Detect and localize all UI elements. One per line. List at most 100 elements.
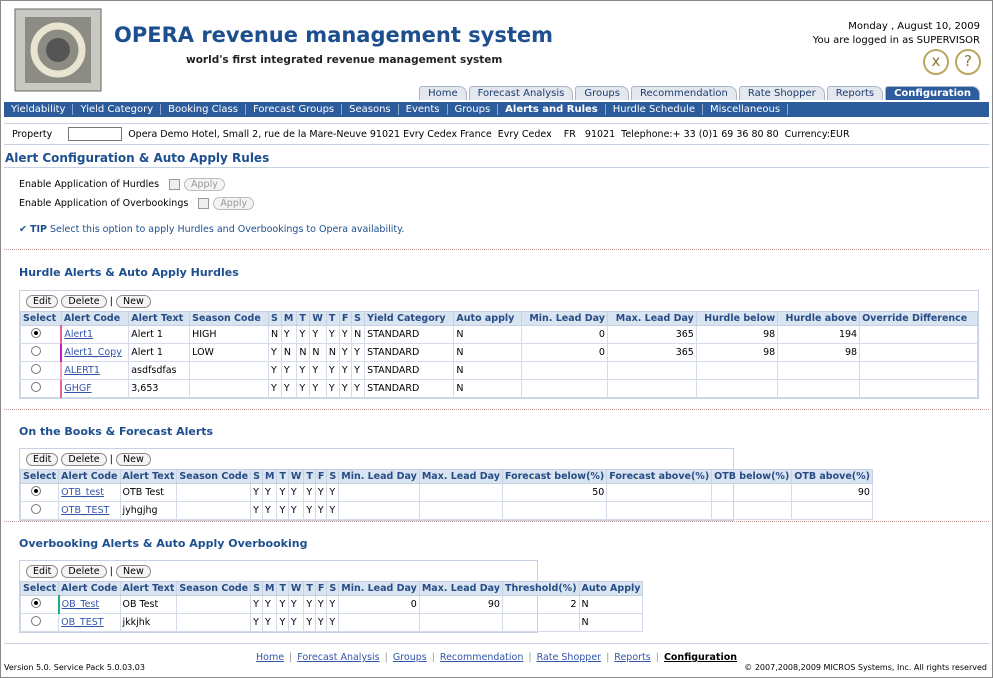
alert-code-link[interactable]: Alert1	[64, 329, 93, 340]
help-button[interactable]: ?	[955, 49, 981, 75]
sub-tab[interactable]: Alerts and Rules	[498, 104, 606, 115]
main-tab[interactable]: Rate Shopper	[738, 86, 825, 100]
sub-tab[interactable]: Booking Class	[161, 104, 246, 115]
cell	[176, 595, 252, 614]
alert-code-link[interactable]: OTB_TEST	[61, 505, 110, 516]
footer-link[interactable]: Configuration	[663, 652, 737, 663]
column-header: M	[261, 581, 278, 596]
radio-button[interactable]	[31, 382, 41, 392]
column-header: Min. Lead Day	[338, 581, 420, 596]
sub-tab[interactable]: Hurdle Schedule	[606, 104, 703, 115]
checkbox[interactable]	[169, 179, 181, 190]
sub-tab[interactable]: Groups	[448, 104, 499, 115]
table-row: OB_Test OB Test Y Y Y Y Y Y Y 0 90 2 N	[19, 595, 644, 614]
cell	[189, 361, 269, 380]
radio-button[interactable]	[31, 328, 41, 338]
cell-text: N	[456, 383, 464, 394]
sub-tab[interactable]: Yieldability	[4, 104, 74, 115]
cell: 98	[695, 343, 779, 362]
radio-button[interactable]	[31, 486, 41, 496]
alert-code-link[interactable]: OB_TEST	[61, 617, 104, 628]
cell: asdfsdfas	[128, 361, 191, 380]
cell: Y	[326, 501, 340, 520]
column-header: F	[314, 469, 328, 484]
radio-button[interactable]	[31, 346, 41, 356]
footer-link[interactable]: Home	[255, 652, 285, 663]
separator	[4, 249, 989, 250]
checkbox[interactable]	[198, 198, 210, 209]
column-header: S	[250, 469, 263, 484]
cell: Y	[250, 483, 263, 502]
cell: Y	[326, 483, 340, 502]
toolbar-button[interactable]: New	[116, 294, 151, 308]
main-tab[interactable]: Groups	[575, 86, 629, 100]
apply-button[interactable]: Apply	[184, 178, 225, 191]
toolbar: Edit Delete | New	[20, 561, 537, 581]
sub-tab[interactable]: Seasons	[342, 104, 399, 115]
table-row: ALERT1 asdfsdfas Y Y Y Y Y Y Y STANDARD N	[20, 361, 978, 380]
toolbar-button[interactable]: Delete	[61, 452, 107, 466]
cell: Y	[276, 595, 289, 614]
toolbar-button[interactable]: Delete	[61, 294, 107, 308]
main-tab[interactable]: Recommendation	[630, 86, 737, 100]
main-tab[interactable]: Home	[419, 86, 467, 100]
alert-code-link[interactable]: OB_Test	[61, 599, 100, 610]
footer-link[interactable]: Reports	[614, 652, 651, 663]
column-header: Forecast above(%)	[606, 469, 713, 484]
cell: N	[325, 343, 340, 362]
footer-link[interactable]: Recommendation	[439, 652, 524, 663]
sub-tab[interactable]: Events	[399, 104, 448, 115]
radio-button[interactable]	[31, 504, 41, 514]
section-box: Edit Delete | New Select Alert Code Alert Text…	[19, 560, 644, 633]
column-header: Auto Apply	[578, 581, 644, 596]
sub-tab[interactable]: Forecast Groups	[246, 104, 343, 115]
apply-button[interactable]: Apply	[213, 197, 255, 210]
cell: Y	[261, 501, 278, 520]
toolbar-button[interactable]: Edit	[26, 452, 59, 466]
main-tab[interactable]: Configuration	[885, 86, 980, 100]
divider	[4, 167, 989, 168]
alert-code-link[interactable]: Alert1_Copy	[64, 347, 122, 358]
column-header: S	[326, 469, 340, 484]
alert-code-link[interactable]: OTB_test	[61, 487, 104, 498]
toolbar-button[interactable]: Edit	[26, 294, 59, 308]
alert-code-link[interactable]: ALERT1	[64, 365, 100, 376]
section-title: Overbooking Alerts & Auto Apply Overbook…	[19, 537, 308, 550]
footer-link[interactable]: Groups	[392, 652, 427, 663]
radio-button[interactable]	[31, 364, 41, 374]
cell: N	[453, 343, 522, 362]
cell-text: Y	[354, 383, 360, 394]
cell: Y	[325, 379, 340, 398]
toolbar-button[interactable]: New	[116, 564, 151, 578]
column-header: Yield Category	[364, 311, 455, 326]
main-tab[interactable]: Forecast Analysis	[468, 86, 574, 100]
cell-text: asdfsdfas	[131, 365, 177, 376]
close-button[interactable]: x	[923, 49, 949, 75]
radio-button[interactable]	[31, 598, 41, 608]
cell	[338, 501, 420, 520]
cell-text: N	[328, 347, 336, 358]
cell-text: Y	[317, 617, 324, 628]
toolbar-button[interactable]: New	[116, 452, 151, 466]
toolbar-button[interactable]: Edit	[26, 564, 59, 578]
separator	[4, 521, 989, 522]
column-header: T	[276, 581, 289, 596]
cell-text: Y	[341, 383, 348, 394]
footer-link[interactable]: Rate Shopper	[536, 652, 602, 663]
cell	[711, 483, 793, 502]
cell-text: Alert 1	[131, 329, 163, 340]
radio-button[interactable]	[31, 616, 41, 626]
toolbar-button[interactable]: Delete	[61, 564, 107, 578]
cell: 0	[520, 343, 608, 362]
property-input[interactable]	[68, 127, 123, 141]
cell-text: Y	[253, 599, 259, 610]
cell-text: Y	[329, 505, 336, 516]
sub-tab[interactable]: Miscellaneous	[703, 104, 789, 115]
main-tab[interactable]: Reports	[826, 86, 884, 100]
alert-code-link[interactable]: GHGF	[64, 383, 92, 394]
column-header: Hurdle above	[777, 311, 861, 326]
cell: Y	[303, 595, 316, 614]
sub-tab[interactable]: Yield Category	[73, 104, 162, 115]
cell	[520, 361, 608, 380]
footer-link[interactable]: Forecast Analysis	[297, 652, 380, 663]
